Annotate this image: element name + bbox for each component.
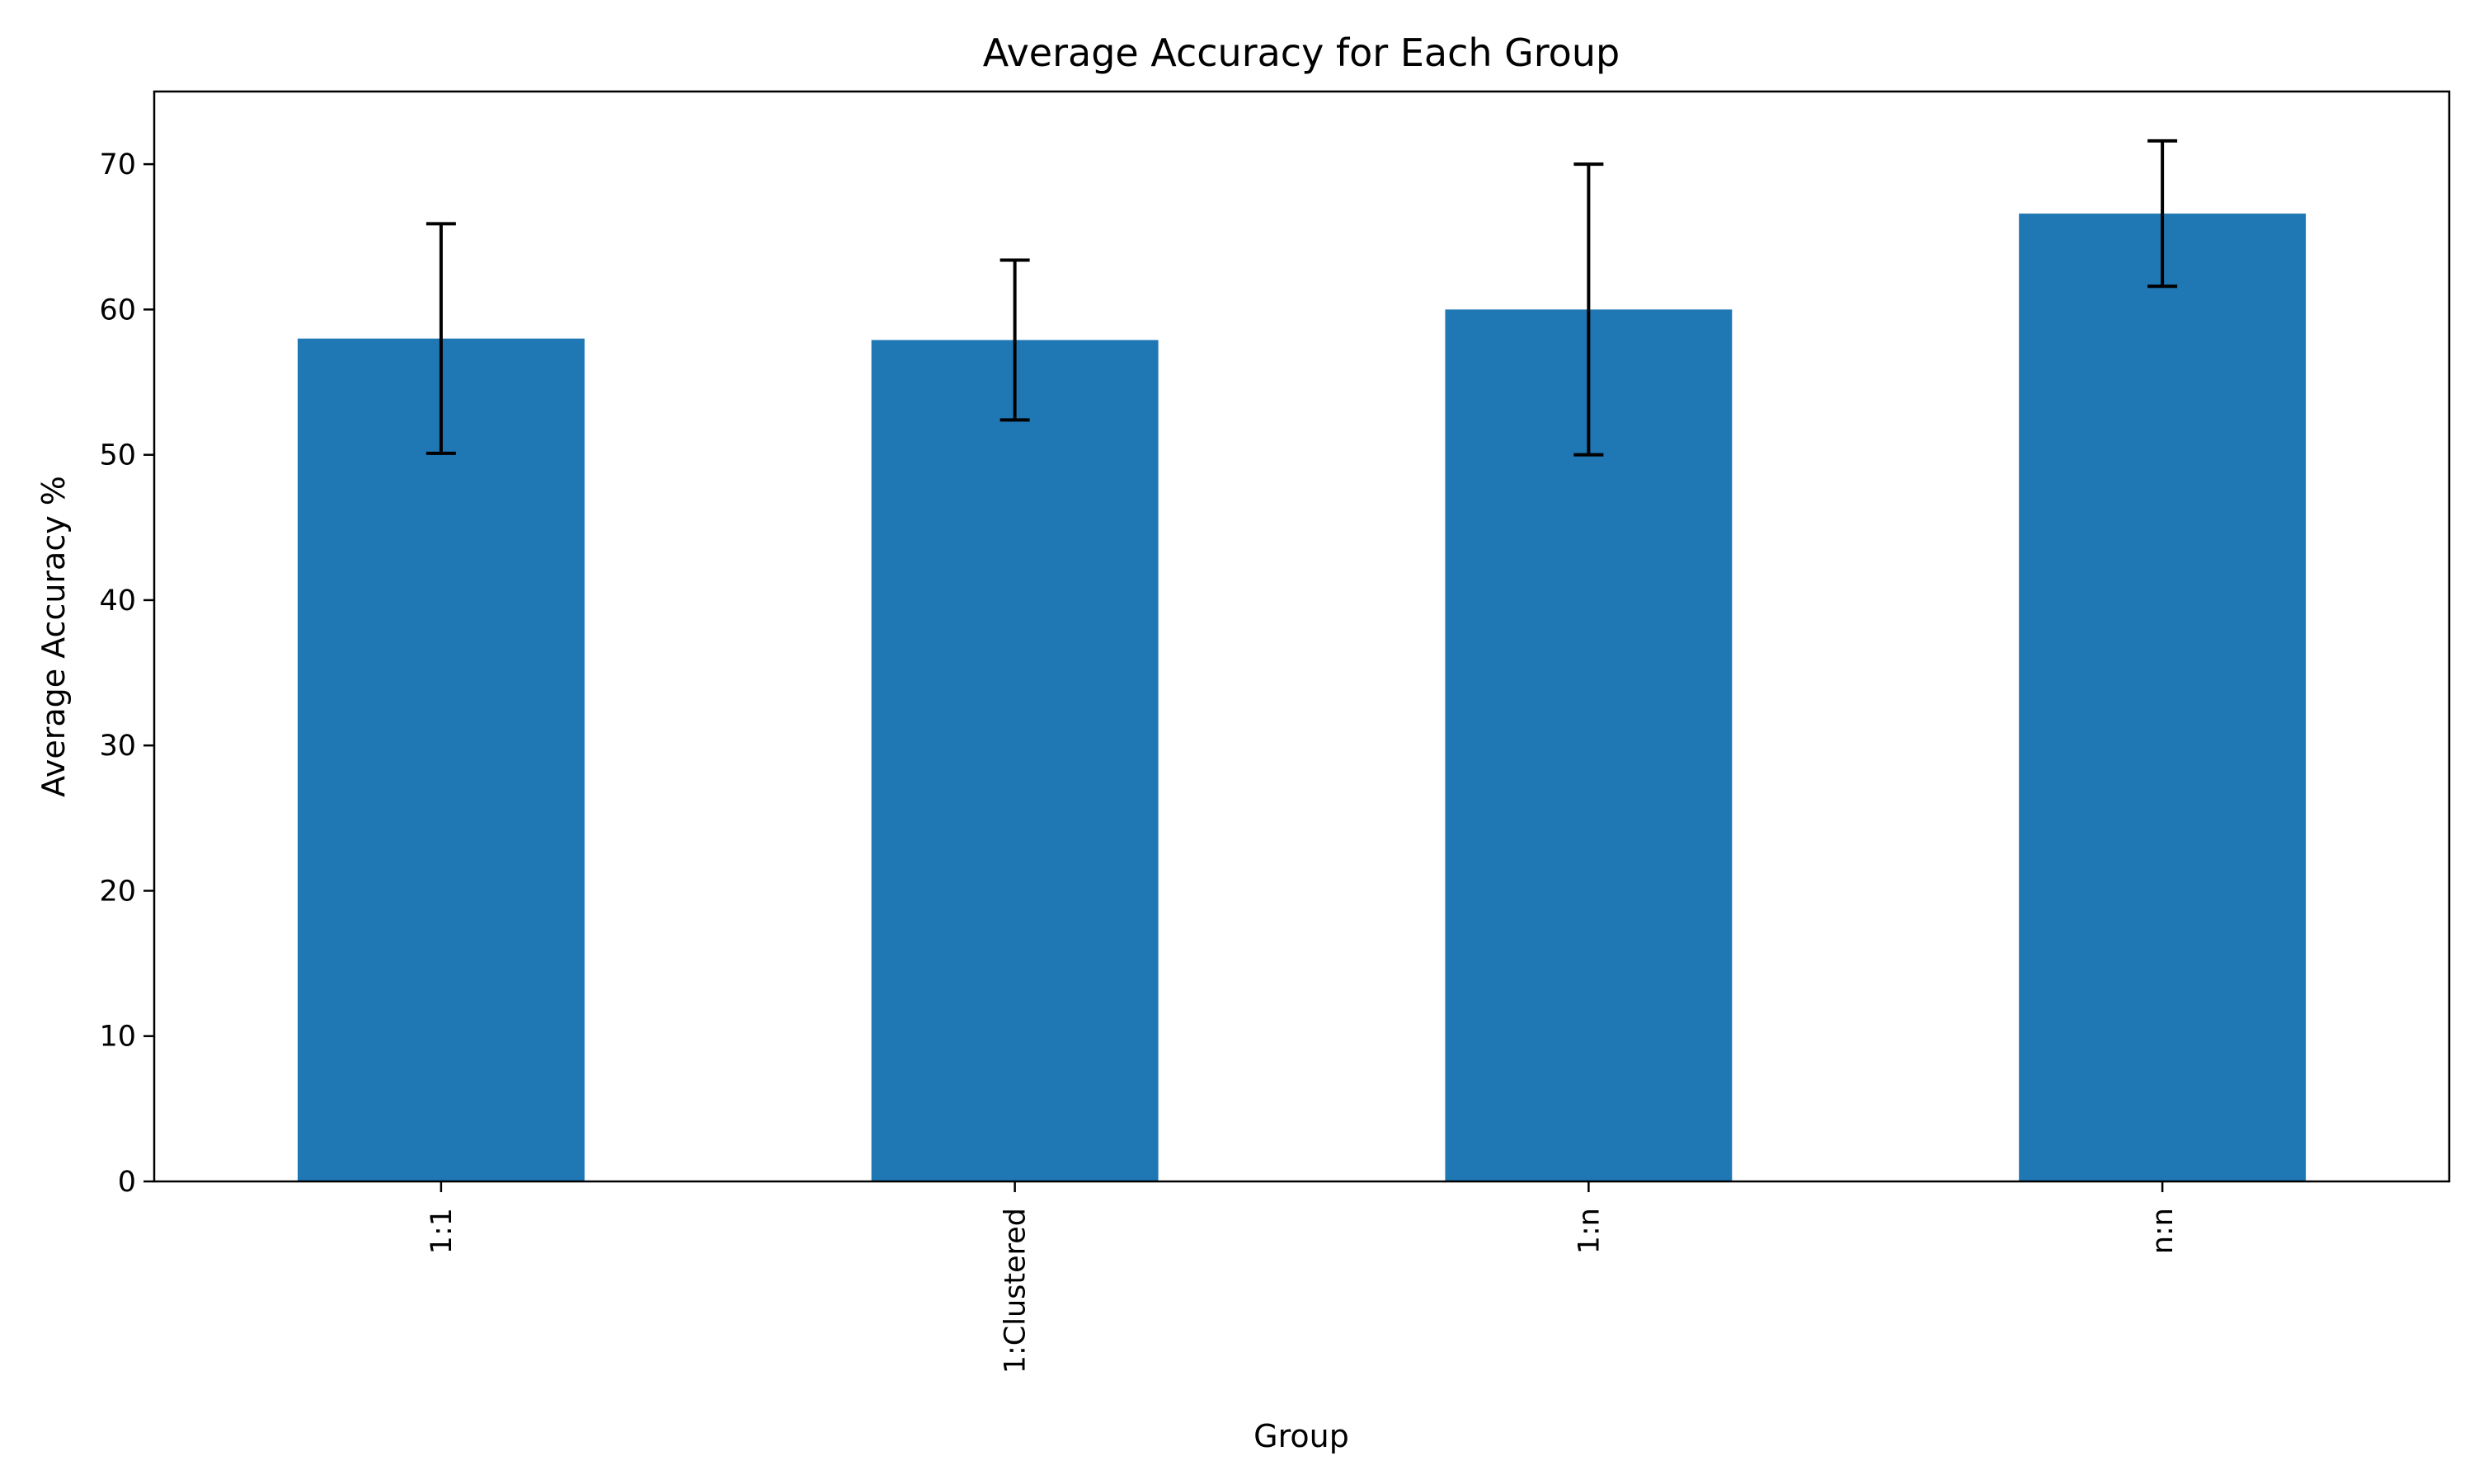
x-axis-title: Group xyxy=(1253,1418,1349,1454)
x-axis: 1:1 1:Clustered 1:n n:n xyxy=(426,1181,2180,1374)
bar-3 xyxy=(2019,214,2307,1182)
x-tick-label-2: 1:n xyxy=(1573,1208,1606,1254)
y-tick-label-7: 70 xyxy=(99,148,136,181)
x-tick-label-3: n:n xyxy=(2147,1208,2180,1254)
y-axis-title: Average Accuracy % xyxy=(35,476,72,797)
y-axis: 0 10 20 30 40 50 60 70 xyxy=(99,148,154,1199)
plot-frame xyxy=(153,90,2451,1183)
y-tick-label-4: 40 xyxy=(99,585,136,618)
y-tick-label-0: 0 xyxy=(118,1166,136,1199)
y-tick-label-6: 60 xyxy=(99,294,136,326)
bar-1 xyxy=(871,340,1159,1181)
y-tick-label-3: 30 xyxy=(99,730,136,763)
x-tick-label-1: 1:Clustered xyxy=(999,1208,1032,1374)
y-tick-label-2: 20 xyxy=(99,875,136,908)
errorbars-layer xyxy=(426,139,2178,457)
y-tick-label-1: 10 xyxy=(99,1021,136,1054)
bars-layer xyxy=(297,214,2307,1182)
bar-0 xyxy=(297,338,585,1181)
x-tick-label-0: 1:1 xyxy=(426,1208,459,1254)
chart-title: Average Accuracy for Each Group xyxy=(983,31,1620,75)
y-tick-label-5: 50 xyxy=(99,439,136,472)
